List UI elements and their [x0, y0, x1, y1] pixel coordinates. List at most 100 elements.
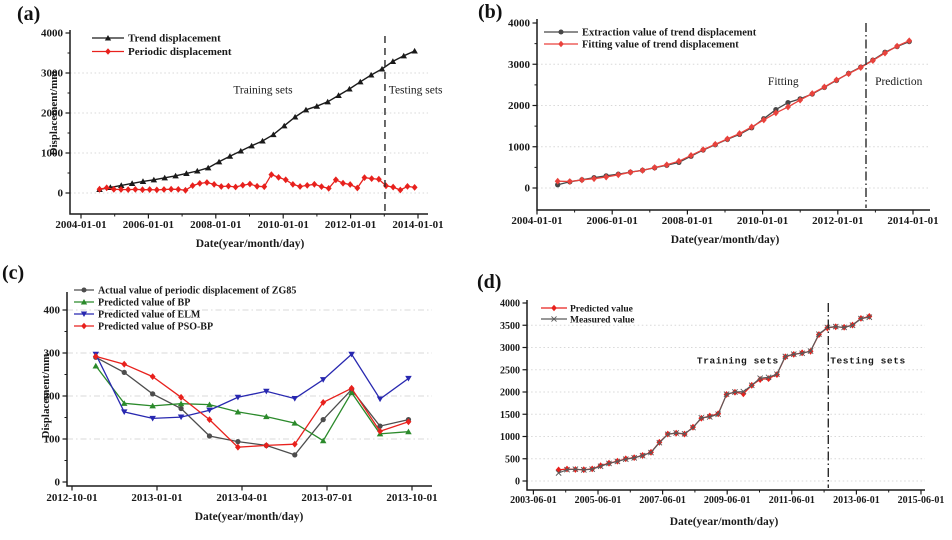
- svg-text:0: 0: [525, 183, 531, 195]
- series-d-0: [555, 312, 873, 474]
- panel-label-a: (a): [17, 3, 41, 25]
- svg-text:4000: 4000: [508, 18, 531, 30]
- series-c-2: [92, 351, 412, 422]
- svg-text:3000: 3000: [41, 68, 64, 80]
- series-b-1: [554, 37, 913, 185]
- chart-a-canvas: 0 1000 2000 3000 4000 2004-01-01 2006-01-01 200…: [41, 28, 444, 251]
- svg-text:Date(year/month/day): Date(year/month/day): [196, 238, 305, 250]
- chart-c-canvas: 0 100 200 300 400 2012-10-01 2013-01-01 2013-04…: [40, 285, 438, 523]
- series-a-1: [96, 171, 418, 194]
- svg-text:2014-01-01: 2014-01-01: [392, 219, 443, 231]
- svg-text:Predicted value of PSO-BP: Predicted value of PSO-BP: [98, 321, 213, 332]
- axes-c: 0 100 200 300 400 2012-10-01 2013-01-01 2013-04…: [44, 292, 438, 504]
- svg-text:1500: 1500: [500, 410, 520, 421]
- series-a-0: [96, 47, 418, 192]
- svg-text:500: 500: [505, 454, 520, 465]
- svg-text:Measured value: Measured value: [570, 315, 634, 325]
- svg-text:2012-01-01: 2012-01-01: [812, 215, 863, 227]
- svg-text:Displacement/mm: Displacement/mm: [40, 354, 52, 439]
- svg-text:2010-01-01: 2010-01-01: [258, 219, 309, 231]
- svg-text:2500: 2500: [500, 365, 520, 376]
- svg-text:2015-06-01: 2015-06-01: [898, 495, 945, 506]
- series-c-1: [92, 362, 412, 444]
- series-c-3: [92, 353, 412, 451]
- axes-d: 0 500 1000 1500 2000 2500 3000 3500 4000 2003-06-…: [500, 299, 944, 507]
- svg-text:Date(year/month/day): Date(year/month/day): [670, 516, 779, 528]
- svg-text:Predicted value: Predicted value: [570, 304, 633, 314]
- svg-text:1000: 1000: [508, 141, 531, 153]
- svg-text:Predicted value of ELM: Predicted value of ELM: [98, 309, 201, 320]
- svg-text:Trend displacement: Trend displacement: [128, 32, 221, 44]
- svg-text:0: 0: [515, 477, 520, 488]
- svg-text:Periodic displacement: Periodic displacement: [128, 46, 232, 58]
- svg-text:2003-06-01: 2003-06-01: [510, 495, 557, 506]
- svg-text:2007-06-01: 2007-06-01: [639, 495, 686, 506]
- svg-text:2011-06-01: 2011-06-01: [769, 495, 815, 506]
- legend-b: Extraction value of trend displacementFi…: [544, 27, 757, 50]
- svg-text:2013-04-01: 2013-04-01: [216, 492, 267, 504]
- svg-text:Fitting value of trend displac: Fitting value of trend displacement: [582, 39, 739, 50]
- chart-d-canvas: 0 500 1000 1500 2000 2500 3000 3500 4000 2003-06-…: [500, 299, 944, 529]
- svg-text:2014-01-01: 2014-01-01: [887, 215, 938, 227]
- panel-label-b: (b): [478, 1, 503, 23]
- svg-text:2000: 2000: [500, 388, 520, 399]
- svg-text:2004-01-01: 2004-01-01: [55, 219, 106, 231]
- svg-text:Date(year/month/day): Date(year/month/day): [671, 234, 780, 246]
- svg-text:2000: 2000: [508, 100, 531, 112]
- svg-text:2012-10-01: 2012-10-01: [46, 492, 97, 504]
- svg-text:400: 400: [44, 305, 61, 317]
- svg-text:2004-01-01: 2004-01-01: [511, 215, 562, 227]
- svg-text:Prediction: Prediction: [875, 76, 923, 88]
- svg-text:2000: 2000: [41, 108, 64, 120]
- svg-text:Predicted value of BP: Predicted value of BP: [98, 297, 190, 308]
- svg-text:Training sets: Training sets: [697, 356, 779, 367]
- svg-text:Extraction value of trend disp: Extraction value of trend displacement: [582, 27, 757, 38]
- svg-text:100: 100: [44, 434, 61, 446]
- svg-text:2008-01-01: 2008-01-01: [190, 219, 241, 231]
- panel-label-c: (c): [2, 262, 25, 284]
- svg-text:0: 0: [55, 477, 61, 489]
- panel-c: (c) 0 100 200 300 400 2012-10-01 2013-01-01 201…: [0, 262, 476, 540]
- svg-text:2006-01-01: 2006-01-01: [587, 215, 638, 227]
- svg-text:1000: 1000: [500, 432, 520, 443]
- gridlines-d: [527, 324, 925, 482]
- axes-a: 0 1000 2000 3000 4000 2004-01-01 2006-01-01 200…: [41, 28, 444, 232]
- svg-text:2005-06-01: 2005-06-01: [575, 495, 622, 506]
- series-b-0: [555, 38, 912, 188]
- legend-a: Trend displacement Periodic displacement: [92, 32, 232, 58]
- svg-text:2010-01-01: 2010-01-01: [737, 215, 788, 227]
- svg-text:Testing sets: Testing sets: [830, 356, 906, 367]
- svg-text:2006-01-01: 2006-01-01: [123, 219, 174, 231]
- svg-text:2013-06-01: 2013-06-01: [833, 495, 880, 506]
- svg-text:200: 200: [44, 391, 61, 403]
- svg-text:Testing sets: Testing sets: [389, 85, 443, 97]
- svg-text:Date(year/month/day): Date(year/month/day): [195, 511, 304, 523]
- svg-text:300: 300: [44, 348, 61, 360]
- panel-a: (a) 0 1000 2000 3000 4000 2004-01-01 2006-01-0…: [0, 0, 476, 268]
- svg-text:4000: 4000: [500, 299, 520, 310]
- svg-text:4000: 4000: [41, 28, 64, 40]
- svg-text:2009-06-01: 2009-06-01: [704, 495, 751, 506]
- svg-text:Training sets: Training sets: [233, 85, 293, 97]
- panel-b: (b) 0 1000 2000 3000 4000 2004-01-01 2006-01-0…: [476, 0, 952, 262]
- svg-text:Displacement/mm: Displacement/mm: [48, 71, 60, 156]
- svg-text:Actual value of periodic displ: Actual value of periodic displacement of…: [98, 285, 296, 296]
- panel-label-d: (d): [477, 271, 502, 293]
- panel-d: (d) 0 500 1000 1500 2000 2500 3000 3500 4000 2003…: [476, 262, 952, 540]
- svg-text:2013-10-01: 2013-10-01: [386, 492, 437, 504]
- legend-c: Actual value of periodic displacement of…: [74, 285, 296, 332]
- axes-b: 0 1000 2000 3000 4000 2004-01-01 2006-01-01 200…: [508, 18, 939, 228]
- svg-text:3500: 3500: [500, 321, 520, 332]
- svg-text:Fitting: Fitting: [768, 76, 799, 88]
- svg-text:2013-07-01: 2013-07-01: [301, 492, 352, 504]
- chart-b-canvas: 0 1000 2000 3000 4000 2004-01-01 2006-01-01 200…: [508, 18, 939, 247]
- svg-text:3000: 3000: [508, 59, 531, 71]
- svg-text:2012-01-01: 2012-01-01: [325, 219, 376, 231]
- svg-text:0: 0: [58, 188, 64, 200]
- series-d-1: [555, 314, 873, 476]
- gridlines-b: [537, 63, 930, 189]
- svg-text:2013-01-01: 2013-01-01: [131, 492, 182, 504]
- svg-text:3000: 3000: [500, 343, 520, 354]
